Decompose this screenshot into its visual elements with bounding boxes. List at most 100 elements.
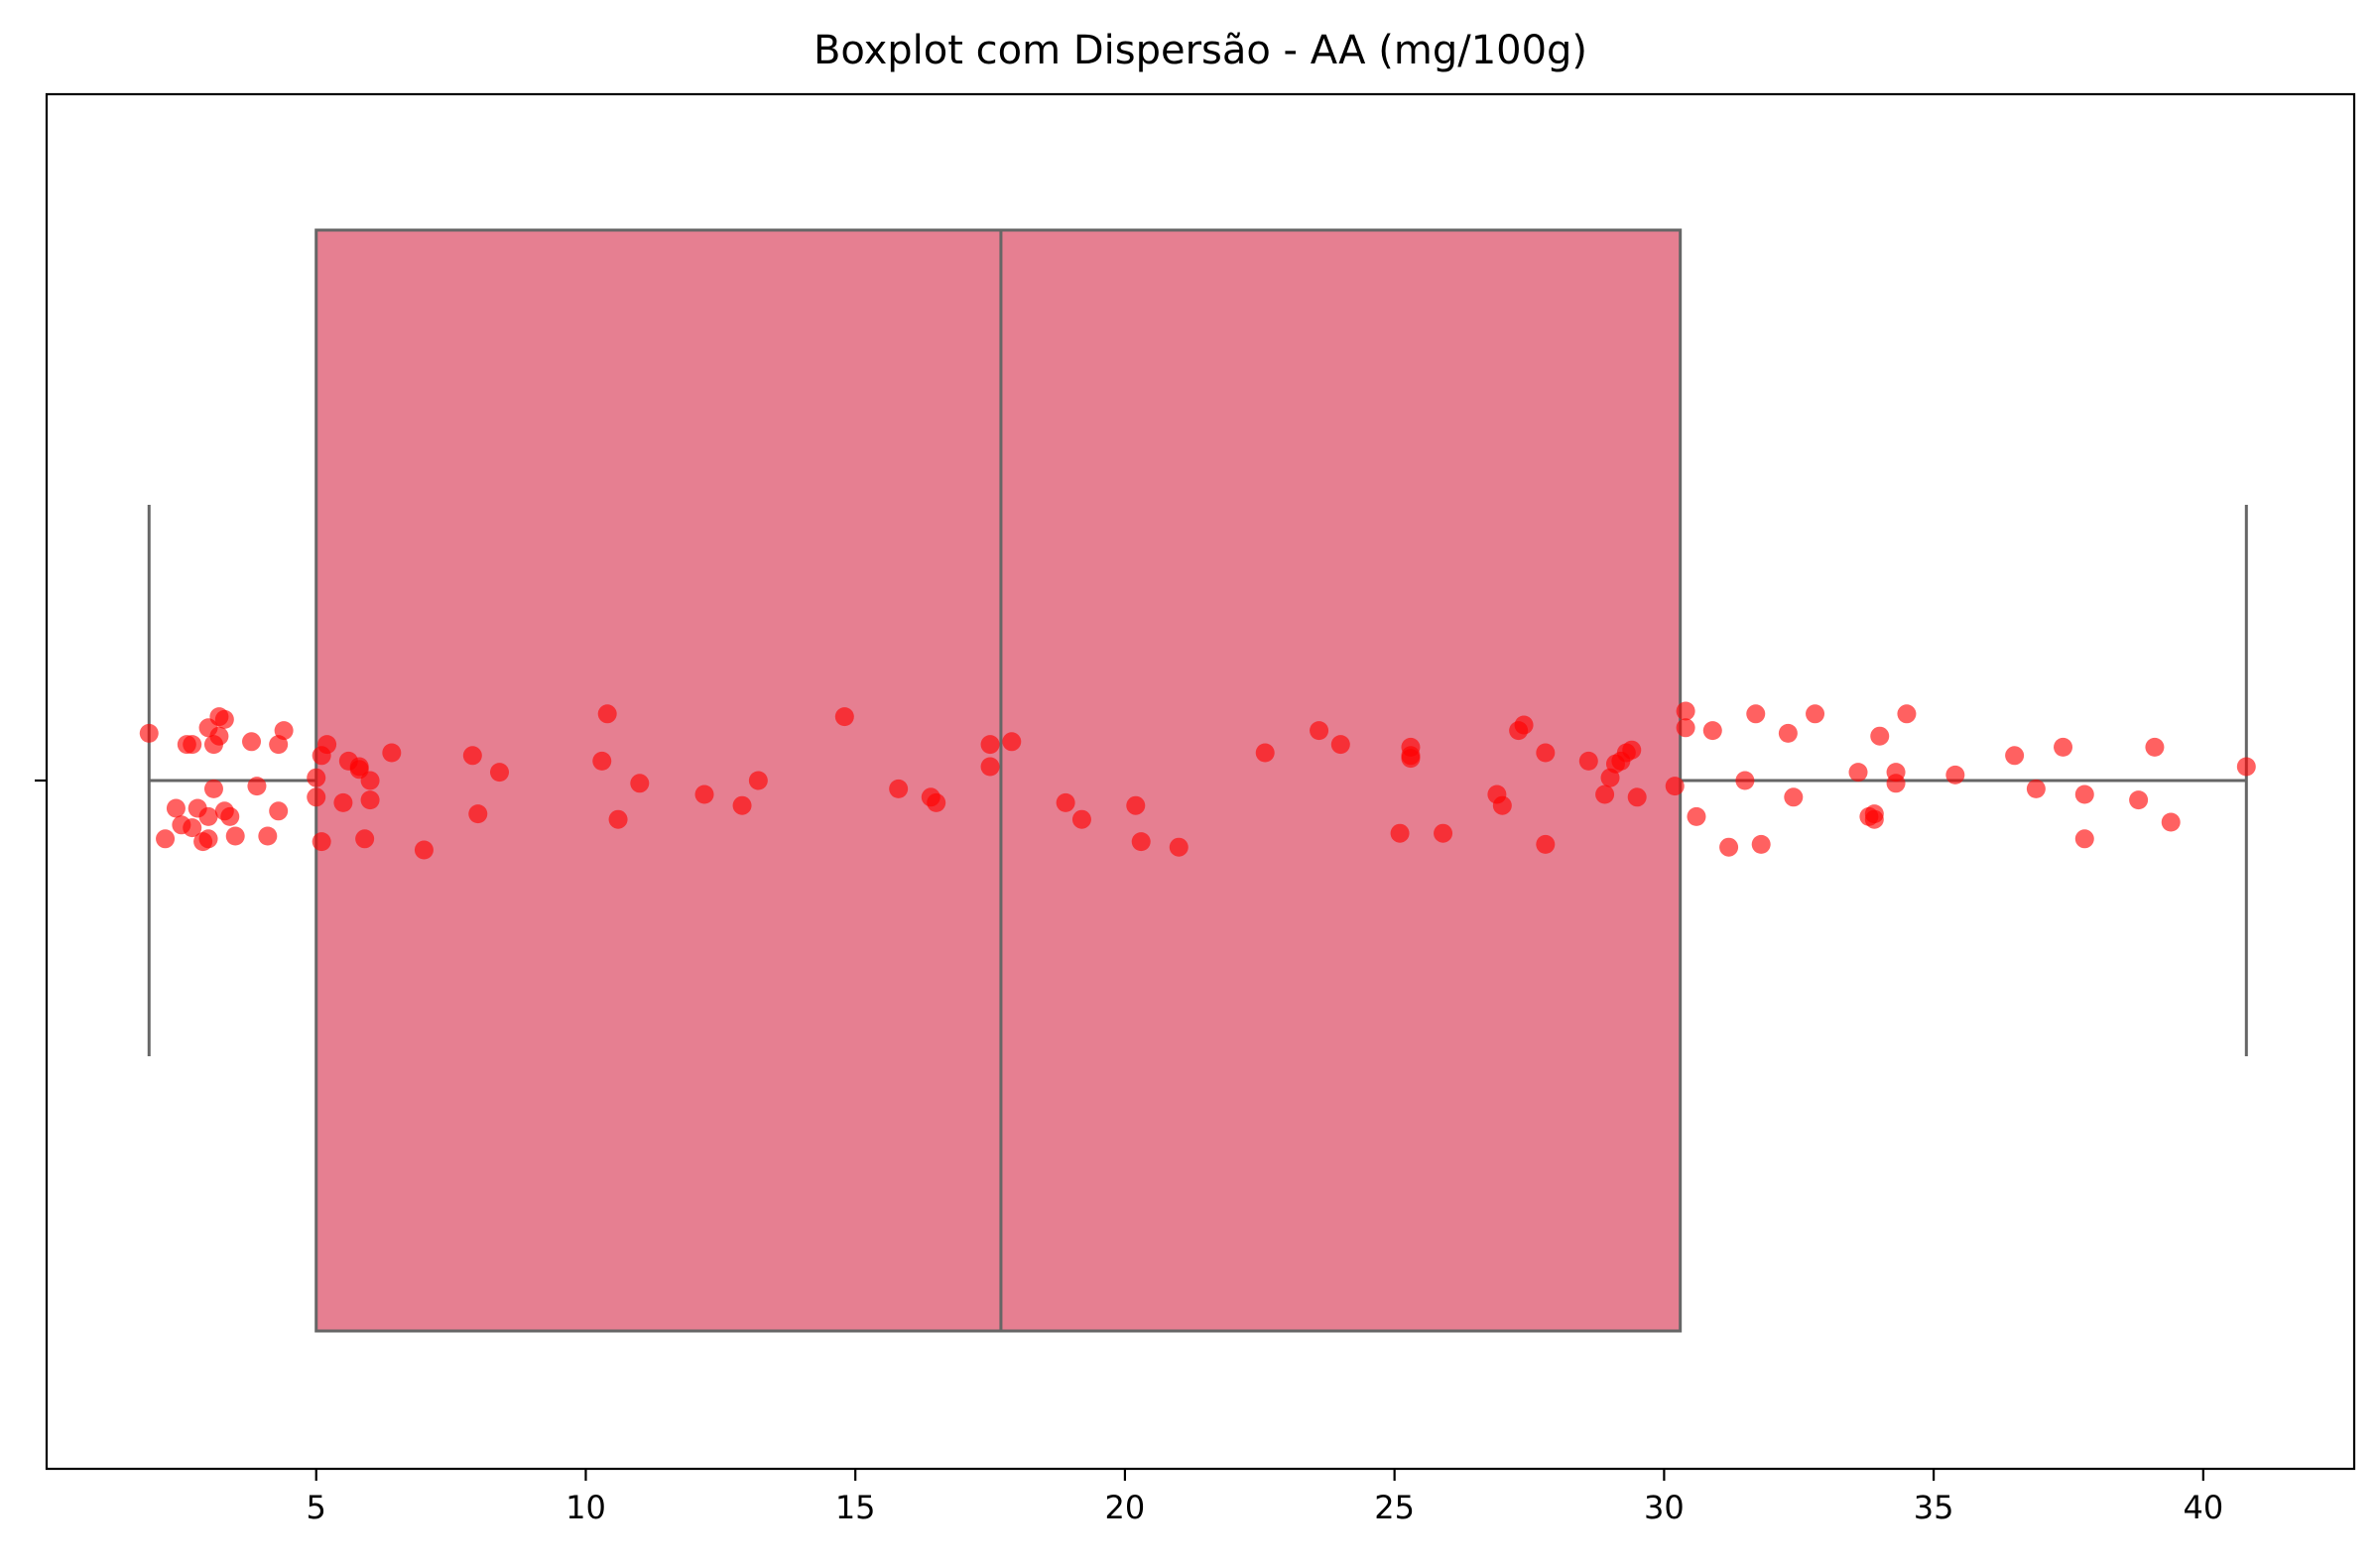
data-point [1401,737,1421,757]
data-point [1002,732,1022,752]
x-tick-label: 35 [1914,1489,1954,1526]
data-point [1434,823,1453,843]
data-point [1390,823,1410,843]
data-point [2161,812,2181,832]
data-point [312,832,331,852]
data-point [183,818,202,838]
data-point [462,746,482,766]
data-point [608,809,628,829]
data-point [1169,837,1189,857]
x-tick-label: 40 [2183,1489,2223,1526]
data-point [1536,834,1556,854]
data-point [1131,832,1151,852]
data-point [1578,751,1598,771]
data-point [2145,737,2165,757]
data-point [1071,809,1091,829]
data-point [1126,795,1146,815]
data-point [889,779,909,798]
data-point [1751,834,1771,854]
data-point [166,798,186,818]
data-point [592,751,612,771]
x-tick-label: 30 [1644,1489,1685,1526]
data-point [1897,704,1917,724]
data-point [1255,743,1275,763]
data-point [1310,721,1329,741]
iqr-box [314,228,1683,1333]
data-point [156,829,176,849]
data-point [1056,792,1075,812]
data-point [694,784,714,804]
data-point [2054,737,2073,757]
data-point [980,757,1000,777]
data-point [220,806,240,826]
data-point [198,829,218,849]
data-point [1330,735,1350,755]
axes-layer: 5 10 15 20 25 30 35 40 [35,92,2356,1526]
data-point [333,792,353,812]
data-point [209,726,229,746]
data-point [139,723,159,743]
data-point [274,721,294,741]
data-point [317,735,337,755]
data-point [2074,784,2094,804]
data-point [1746,704,1766,724]
data-point [748,771,768,790]
data-point [630,774,650,793]
data-point [1806,704,1825,724]
data-point [1622,740,1642,760]
points-layer [139,701,2256,860]
data-point [1848,763,1868,783]
data-point [258,826,278,846]
data-point [242,732,262,752]
data-point [414,840,434,860]
x-tick-label: 25 [1374,1489,1415,1526]
data-point [1719,837,1739,857]
data-point [247,777,267,796]
data-point [490,763,510,783]
data-point [1676,718,1695,738]
data-point [307,768,326,787]
x-tick-label: 15 [835,1489,876,1526]
data-point [1945,765,1965,784]
data-point [1702,721,1722,741]
data-point [1886,763,1906,783]
x-tick-label: 5 [307,1489,326,1526]
data-point [360,790,380,810]
data-point [2074,829,2094,849]
data-point [1687,806,1706,826]
data-point [214,709,234,729]
data-point [183,735,202,755]
data-point [1665,777,1685,796]
data-point [269,801,289,821]
data-point [1676,701,1695,721]
data-point [2005,746,2025,766]
data-point [1627,787,1647,807]
data-point [203,779,223,798]
chart-title: Boxplot com Dispersão - AA (mg/100g) [814,28,1587,73]
data-point [597,704,617,724]
data-point [834,707,854,727]
data-point [732,795,752,815]
x-tick-label: 10 [565,1489,606,1526]
data-point [1778,723,1798,743]
data-point [225,826,245,846]
data-point [360,771,380,790]
data-point [1864,809,1884,829]
data-point [1514,715,1534,735]
data-point [2236,757,2256,777]
data-point [355,829,375,849]
data-point [198,806,218,826]
data-point [1595,784,1615,804]
data-point [1784,787,1804,807]
data-point [382,743,402,763]
data-point [307,787,326,807]
data-point [1870,726,1890,746]
data-point [468,804,488,824]
data-point [2026,779,2046,798]
data-point [1536,743,1556,763]
data-point [980,735,1000,755]
box-layer [147,228,2248,1333]
data-point [927,792,946,812]
data-point [1735,771,1755,790]
